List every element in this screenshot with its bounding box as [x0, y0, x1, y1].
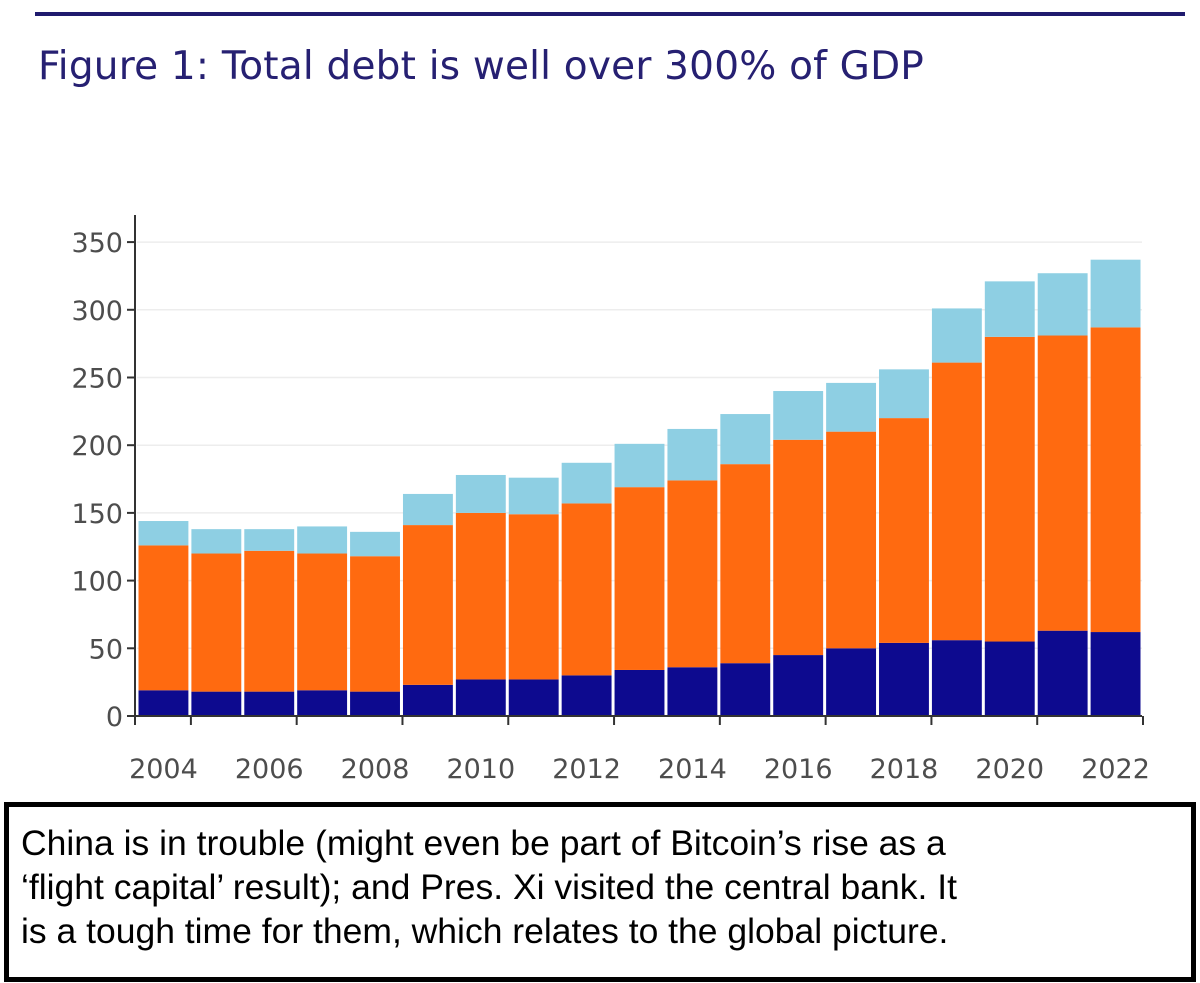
bar-segment — [931, 362, 982, 641]
caption-line: China is in trouble (might even be part … — [21, 823, 946, 863]
bar-segment — [455, 512, 506, 680]
caption-line: ‘flight capital’ result); and Pres. Xi v… — [21, 867, 957, 907]
y-tick-label: 50 — [89, 634, 123, 665]
caption-text: China is in trouble (might even be part … — [21, 821, 1181, 953]
caption-box: China is in trouble (might even be part … — [4, 802, 1196, 982]
bar-segment — [1037, 630, 1088, 716]
x-tick-label: 2006 — [235, 754, 304, 785]
tick-labels: 0 50 100 150 200 250 300 350 2004 2006 2008 2010 201… — [71, 228, 1149, 785]
y-tick-label: 0 — [106, 702, 123, 733]
bar-segment — [1090, 632, 1141, 716]
bar-segment — [402, 525, 453, 685]
bar-segment — [614, 669, 665, 716]
bar-segment — [508, 679, 559, 716]
bar-segment — [1090, 259, 1141, 328]
bar-segment — [984, 641, 1035, 716]
bar-segment — [508, 477, 559, 515]
bar-segment — [667, 480, 718, 668]
bar-segment — [720, 663, 771, 716]
y-tick-label: 250 — [71, 363, 123, 394]
bar-segment — [1037, 273, 1088, 336]
bar-segment — [984, 281, 1035, 337]
bar-segment — [561, 675, 612, 716]
bar-segment — [455, 474, 506, 513]
x-tick-label: 2010 — [446, 754, 515, 785]
bar-segment — [1037, 335, 1088, 631]
bar-segment — [879, 642, 929, 716]
bar-segment — [614, 443, 665, 488]
bar-segment — [773, 439, 824, 656]
bar-segment — [826, 648, 877, 716]
bar-segment — [244, 529, 295, 551]
bar-segment — [138, 521, 189, 546]
x-tick-label: 2020 — [975, 754, 1044, 785]
bar-segment — [720, 464, 771, 664]
x-tick-label: 2022 — [1081, 754, 1150, 785]
bar-segment — [879, 418, 929, 643]
y-tick-label: 350 — [71, 228, 123, 259]
bar-segment — [402, 684, 453, 716]
figure-title: Figure 1: Total debt is well over 300% o… — [38, 44, 925, 89]
top-rule — [35, 12, 1185, 16]
bar-segment — [931, 640, 982, 716]
y-tick-label: 150 — [71, 499, 123, 530]
y-tick-label: 100 — [71, 567, 123, 598]
bar-segment — [138, 545, 189, 691]
bar-segment — [720, 414, 771, 465]
bar-segment — [244, 691, 295, 716]
bar-segment — [879, 369, 929, 419]
axes — [127, 215, 1144, 725]
bar-segment — [667, 667, 718, 716]
bar-segment — [244, 550, 295, 692]
x-tick-label: 2016 — [764, 754, 833, 785]
x-tick-label: 2008 — [341, 754, 410, 785]
bar-segment — [508, 514, 559, 680]
bar-segment — [191, 553, 242, 692]
bar-segment — [561, 462, 612, 504]
bar-segment — [297, 690, 348, 716]
bar-segment — [350, 691, 400, 716]
bar-segment — [191, 691, 242, 716]
bar-segment — [350, 531, 400, 557]
bar-segment — [773, 391, 824, 440]
bar-segment — [773, 655, 824, 716]
bar-segment — [984, 336, 1035, 642]
bar-segment — [138, 690, 189, 716]
bars — [138, 259, 1141, 716]
bar-segment — [931, 308, 982, 363]
bar-segment — [455, 679, 506, 716]
bar-segment — [350, 556, 400, 692]
bar-segment — [191, 529, 242, 554]
x-tick-label: 2012 — [552, 754, 621, 785]
bar-segment — [561, 503, 612, 676]
caption-line: is a tough time for them, which relates … — [21, 911, 949, 951]
x-tick-label: 2018 — [870, 754, 939, 785]
bar-segment — [826, 431, 877, 649]
bar-segment — [1090, 327, 1141, 633]
x-tick-label: 2004 — [129, 754, 198, 785]
y-tick-label: 300 — [71, 296, 123, 327]
y-tick-label: 200 — [71, 431, 123, 462]
bar-segment — [614, 487, 665, 670]
bar-segment — [297, 526, 348, 554]
bar-segment — [402, 493, 453, 526]
bar-segment — [826, 382, 877, 432]
bar-segment — [667, 428, 718, 481]
bar-segment — [297, 553, 348, 691]
x-tick-label: 2014 — [658, 754, 727, 785]
stacked-bar-chart: 0 50 100 150 200 250 300 350 2004 2006 2008 2010 201… — [71, 215, 1150, 785]
